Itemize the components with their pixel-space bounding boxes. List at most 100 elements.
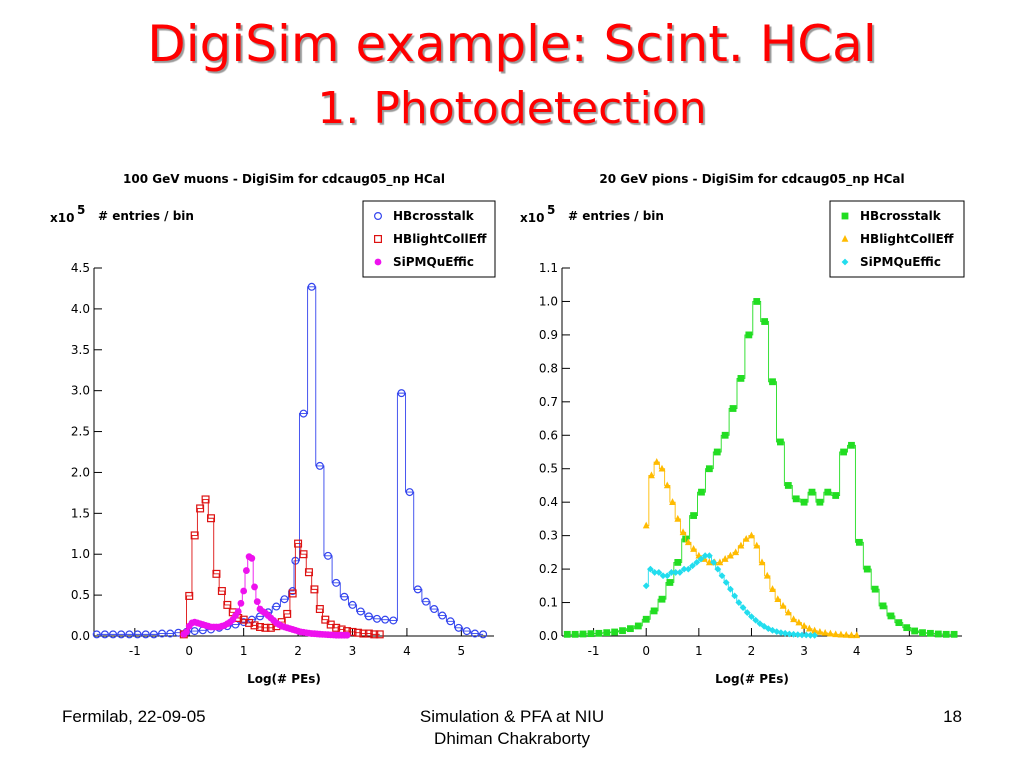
pion-data-point (653, 458, 661, 465)
pion-data-point (808, 488, 816, 496)
muon-data-point (100, 630, 109, 639)
muon-y-tick-label: 1.0 (71, 547, 90, 561)
muon-data-point (248, 554, 256, 562)
pion-data-point (794, 631, 802, 639)
pion-x-tick-label: 0 (642, 644, 650, 658)
pion-data-point (807, 631, 814, 639)
pion-data-point (777, 438, 784, 446)
muon-data-point (454, 623, 463, 632)
muon-y-tick-label: 4.5 (71, 261, 90, 275)
pion-data-point (663, 572, 671, 580)
pion-data-point (659, 572, 667, 580)
pion-data-point (761, 318, 769, 325)
muon-data-point (141, 630, 150, 639)
pion-data-point (718, 572, 726, 580)
pion-data-point (727, 551, 734, 559)
muon-data-point (158, 629, 167, 638)
muon-chart-title: 100 GeV muons - DigiSim for cdcaug05_np … (123, 172, 445, 187)
pion-data-point (705, 558, 713, 566)
pion-data-point (669, 498, 676, 505)
pion-legend-box (829, 200, 965, 278)
pion-x-tick-label: 5 (906, 644, 914, 658)
pion-data-point (710, 559, 717, 566)
pion-data-point (832, 630, 840, 638)
pion-data-point (663, 481, 671, 489)
muon-y-axis-label: # entries / bin (98, 209, 194, 223)
pion-data-point (742, 534, 750, 542)
pion-legend-label: HBcrosstalk (860, 209, 942, 223)
muon-data-point (370, 630, 379, 639)
pion-data-point (777, 629, 785, 637)
pion-y-scale-label: x10 (520, 211, 544, 225)
pion-data-point (684, 538, 692, 546)
muon-y-tick-label: 3.5 (71, 343, 90, 357)
pion-data-point (790, 630, 797, 638)
muon-data-point (133, 630, 142, 639)
pion-data-point (689, 562, 696, 570)
pion-series-line (646, 555, 815, 636)
pion-data-point (563, 630, 571, 638)
pion-data-point (693, 559, 701, 566)
pion-series-0 (563, 298, 958, 638)
pion-data-point (774, 595, 782, 602)
muon-x-tick-label: 2 (294, 644, 302, 658)
muon-data-point (242, 567, 250, 574)
pion-data-point (651, 569, 659, 576)
muon-y-tick-label: 4.0 (71, 302, 90, 316)
muon-data-point (255, 623, 264, 632)
pion-data-point (763, 571, 771, 579)
muon-y-tick-label: 1.5 (71, 506, 90, 520)
pion-data-point (769, 378, 776, 386)
pion-y-scale-exponent: 5 (547, 203, 555, 217)
pion-data-point (732, 548, 740, 556)
pion-data-point (672, 569, 680, 576)
pion-data-point (674, 514, 682, 522)
pion-data-point (821, 628, 829, 636)
pion-data-point (848, 631, 855, 639)
muon-data-point (353, 628, 362, 637)
pion-y-tick-label: 0.6 (539, 428, 558, 442)
muon-data-point (201, 495, 210, 504)
muon-data-point (266, 623, 275, 632)
pion-data-point (721, 555, 729, 562)
muon-data-point (251, 583, 258, 591)
muon-data-point (223, 600, 232, 609)
pion-histogram-chart: 20 GeV pions - DigiSim for cdcaug05_np H… (520, 172, 965, 686)
pion-series-2 (642, 552, 819, 639)
muon-data-point (332, 623, 341, 632)
pion-data-point (701, 552, 709, 560)
pion-x-tick-label: 1 (695, 644, 703, 658)
pion-y-axis-label: # entries / bin (568, 209, 664, 223)
pion-data-point (784, 608, 792, 616)
pion-data-point (811, 631, 819, 639)
pion-data-point (800, 621, 808, 629)
pion-data-point (595, 629, 603, 637)
muon-data-point (207, 514, 216, 523)
muon-data-point (125, 630, 134, 639)
pion-data-point (950, 630, 958, 638)
muon-legend-marker (374, 234, 383, 243)
muon-data-point (217, 587, 226, 596)
muon-data-point (405, 488, 414, 497)
muon-data-point (299, 550, 308, 559)
muon-x-tick-label: 3 (349, 644, 357, 658)
pion-y-tick-label: 0.9 (539, 328, 558, 342)
muon-data-point (109, 630, 118, 639)
pion-y-tick-label: 0.1 (539, 596, 558, 610)
pion-data-point (737, 375, 745, 382)
muon-legend-box (362, 200, 496, 278)
muon-data-point (190, 531, 199, 540)
slide-subtitle: 1. Photodetection (317, 83, 707, 134)
muon-x-tick-label: 4 (403, 644, 411, 658)
muon-data-point (421, 597, 430, 606)
pion-data-point (729, 405, 737, 412)
muon-data-point (288, 589, 297, 598)
pion-data-point (942, 630, 950, 638)
pion-legend-marker (841, 235, 849, 242)
muon-series-0 (92, 282, 488, 639)
muon-data-point (321, 615, 330, 624)
muon-y-tick-label: 3.0 (71, 384, 90, 398)
pion-data-point (727, 585, 734, 593)
pion-data-point (764, 625, 772, 633)
slide-title: DigiSim example: Scint. HCal (147, 15, 877, 73)
